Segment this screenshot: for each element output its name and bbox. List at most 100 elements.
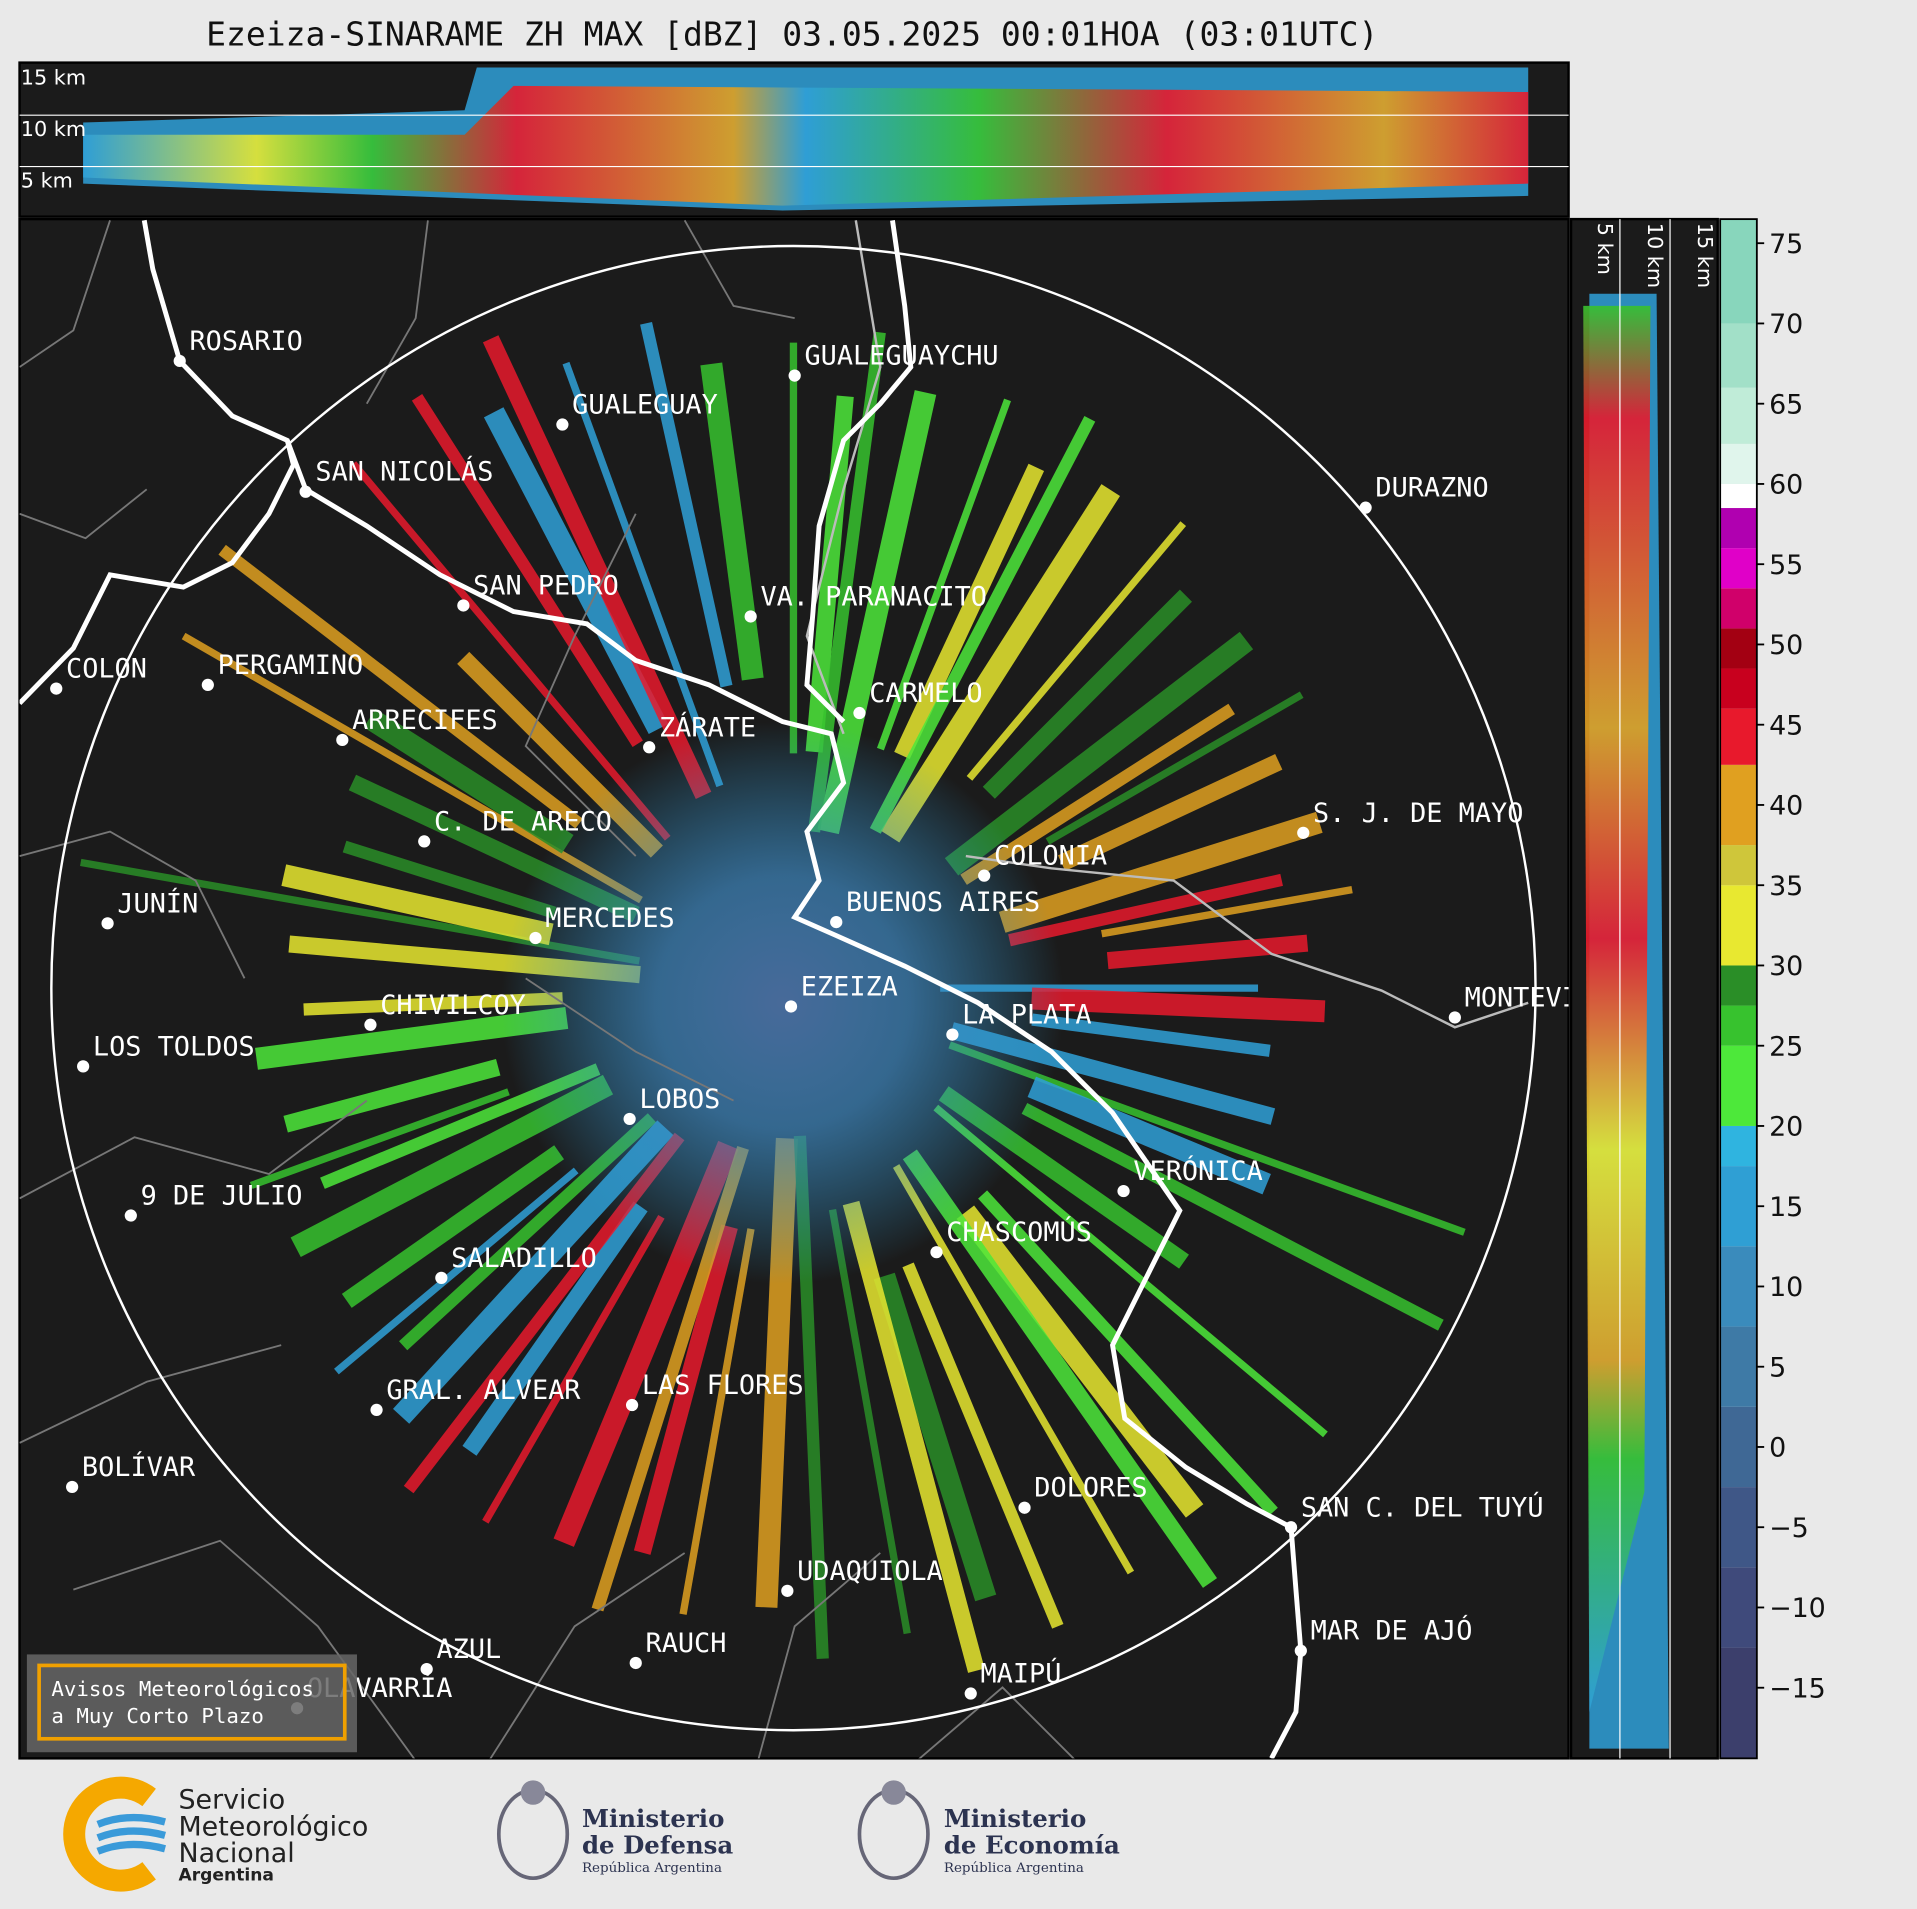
city-label: VA. PARANACITO bbox=[760, 581, 987, 612]
colorbar-tick-label: 5 bbox=[1769, 1352, 1786, 1383]
colorbar-segment bbox=[1720, 323, 1757, 388]
echo-beam bbox=[982, 589, 1192, 799]
echo-beam bbox=[1045, 691, 1304, 845]
colorbar-tick-label: 60 bbox=[1769, 470, 1803, 501]
city-label: ZÁRATE bbox=[659, 711, 756, 743]
notice-shade bbox=[26, 1654, 357, 1753]
colorbar-segment bbox=[1720, 628, 1757, 669]
city-label: GUALEGUAYCHU bbox=[804, 341, 998, 372]
altitude-label: 15 km bbox=[1693, 223, 1717, 288]
logo-text: Argentina bbox=[178, 1866, 273, 1886]
echo-beam bbox=[283, 1058, 501, 1133]
city-label: AZUL bbox=[436, 1634, 501, 1665]
colorbar-segment bbox=[1720, 443, 1757, 484]
city-label: MAIPÚ bbox=[981, 1658, 1062, 1690]
echo-beam bbox=[978, 1190, 1278, 1516]
altitude-label: 15 km bbox=[21, 66, 86, 90]
colorbar-tick-label: 25 bbox=[1769, 1031, 1803, 1062]
colorbar-tick-label: −10 bbox=[1769, 1593, 1826, 1624]
city-dot bbox=[946, 1028, 959, 1041]
altitude-label: 5 km bbox=[21, 168, 73, 192]
city-label: LA PLATA bbox=[962, 1000, 1091, 1031]
echo-beam bbox=[679, 1228, 755, 1615]
city-dot bbox=[788, 369, 801, 382]
echo-beam bbox=[1031, 1013, 1271, 1057]
city-label: SALADILLO bbox=[451, 1243, 597, 1274]
city-label: RAUCH bbox=[646, 1628, 727, 1659]
echo-beam bbox=[218, 544, 583, 829]
colorbar-segment bbox=[1720, 885, 1757, 966]
smn-logo: Servicio Meteorológico Nacional Argentin… bbox=[63, 1776, 368, 1892]
colorbar-tick-label: 10 bbox=[1769, 1272, 1803, 1303]
title: Ezeiza-SINARAME ZH MAX [dBZ] 03.05.2025 … bbox=[206, 15, 1378, 54]
city-dot bbox=[1018, 1501, 1031, 1514]
echo-beam bbox=[902, 1262, 1064, 1629]
city-dot bbox=[124, 1209, 137, 1222]
echo-beam bbox=[482, 1214, 665, 1524]
colorbar-tick-label: 50 bbox=[1769, 630, 1803, 661]
defensa-logo: Ministerio de Defensa República Argentin… bbox=[496, 1780, 733, 1880]
city-dot bbox=[299, 485, 312, 498]
echo-beam bbox=[633, 1224, 738, 1555]
colorbar-tick-label: 55 bbox=[1769, 550, 1803, 581]
city-dot bbox=[978, 869, 991, 882]
city-dot bbox=[66, 1480, 79, 1494]
city-dot bbox=[1284, 1521, 1298, 1534]
logo-text: Meteorológico bbox=[178, 1811, 368, 1842]
city-label: JUNÍN bbox=[117, 887, 198, 919]
echo-beam bbox=[363, 708, 574, 854]
city-dot bbox=[1297, 826, 1310, 839]
echo-beam bbox=[828, 1209, 911, 1635]
city-dot bbox=[173, 354, 186, 368]
city-label: ROSARIO bbox=[189, 326, 302, 357]
logo-text: Ministerio bbox=[582, 1804, 724, 1833]
city-dot bbox=[744, 610, 757, 623]
colorbar-segment bbox=[1720, 764, 1757, 846]
city-dot bbox=[364, 1018, 377, 1031]
city-dot bbox=[420, 1662, 433, 1676]
logo-text: República Argentina bbox=[582, 1861, 722, 1876]
colorbar-tick-label: −5 bbox=[1769, 1513, 1809, 1544]
colorbar-segment bbox=[1720, 965, 1757, 1006]
city-label: CARMELO bbox=[869, 678, 982, 709]
uruguay-coast bbox=[805, 220, 1529, 1029]
echo-beam bbox=[411, 394, 643, 748]
city-dot bbox=[1294, 1644, 1307, 1657]
city-dot bbox=[556, 418, 569, 431]
city-dot bbox=[435, 1271, 448, 1284]
city-dot bbox=[77, 1060, 90, 1073]
echo-beam bbox=[700, 362, 764, 681]
echo-beam bbox=[562, 361, 724, 788]
city-label: DURAZNO bbox=[1375, 473, 1488, 504]
city-dot bbox=[930, 1246, 943, 1259]
colorbar-segment bbox=[1720, 1647, 1757, 1759]
echo-beam bbox=[873, 1272, 997, 1602]
city-dot bbox=[781, 1584, 794, 1597]
logo-text: Nacional bbox=[178, 1838, 294, 1869]
logo-text: de Defensa bbox=[582, 1831, 733, 1860]
colorbar-tick-label: 30 bbox=[1769, 951, 1803, 982]
radar-core bbox=[501, 721, 1064, 1284]
city-dot bbox=[418, 835, 431, 848]
echo-beam bbox=[998, 811, 1323, 933]
echo-beam bbox=[1021, 1102, 1444, 1331]
colorbar-segment bbox=[1720, 1326, 1757, 1407]
city-dot bbox=[784, 1000, 798, 1013]
city-dot bbox=[964, 1687, 977, 1700]
colorbar-segment bbox=[1720, 483, 1757, 509]
echo-beam bbox=[966, 521, 1187, 781]
city-dot bbox=[101, 917, 114, 930]
altitude-label: 5 km bbox=[1593, 223, 1617, 275]
city-label: SAN NICOLÁS bbox=[315, 456, 493, 488]
echo-beam bbox=[876, 398, 1011, 751]
echo-beam bbox=[956, 1205, 1204, 1518]
city-label: VERÓNICA bbox=[1133, 1155, 1262, 1187]
city-label: MAR DE AJÓ bbox=[1311, 1615, 1473, 1647]
cities: ROSARIO GUALEGUAYCHU GUALEGUAY SAN NICOLÁS D… bbox=[50, 326, 1569, 1715]
city-dot bbox=[370, 1403, 383, 1417]
city-dot bbox=[1117, 1184, 1130, 1198]
colorbar-segment bbox=[1720, 1005, 1757, 1046]
notice-text: a Muy Corto Plazo bbox=[51, 1704, 264, 1728]
altitude-label: 10 km bbox=[1643, 223, 1667, 288]
